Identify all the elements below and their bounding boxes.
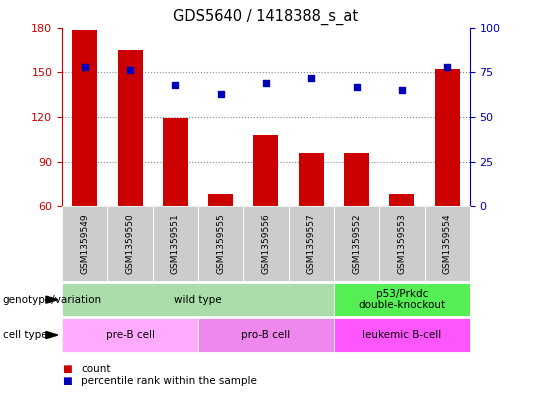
Point bbox=[443, 64, 451, 70]
Bar bbox=[344, 153, 369, 206]
Bar bbox=[163, 118, 188, 206]
Point bbox=[80, 64, 89, 70]
Text: p53/Prkdc
double-knockout: p53/Prkdc double-knockout bbox=[358, 289, 446, 310]
Bar bbox=[208, 195, 233, 206]
Bar bbox=[118, 50, 143, 206]
Text: genotype/variation: genotype/variation bbox=[3, 295, 102, 305]
Text: pre-B cell: pre-B cell bbox=[105, 330, 154, 340]
Text: percentile rank within the sample: percentile rank within the sample bbox=[81, 376, 257, 386]
Point bbox=[171, 82, 180, 88]
Text: GSM1359553: GSM1359553 bbox=[397, 213, 406, 274]
Title: GDS5640 / 1418388_s_at: GDS5640 / 1418388_s_at bbox=[173, 9, 359, 25]
Point bbox=[352, 83, 361, 90]
Bar bbox=[253, 135, 279, 206]
Text: GSM1359554: GSM1359554 bbox=[443, 213, 451, 274]
Text: leukemic B-cell: leukemic B-cell bbox=[362, 330, 442, 340]
Text: GSM1359555: GSM1359555 bbox=[216, 213, 225, 274]
Bar bbox=[72, 31, 97, 206]
Text: count: count bbox=[81, 364, 111, 375]
Text: ■: ■ bbox=[62, 376, 72, 386]
Text: GSM1359551: GSM1359551 bbox=[171, 213, 180, 274]
Text: wild type: wild type bbox=[174, 295, 222, 305]
Text: pro-B cell: pro-B cell bbox=[241, 330, 291, 340]
Bar bbox=[389, 195, 414, 206]
Point bbox=[126, 67, 134, 73]
Text: GSM1359557: GSM1359557 bbox=[307, 213, 316, 274]
Text: cell type: cell type bbox=[3, 330, 48, 340]
Point bbox=[261, 80, 270, 86]
Point bbox=[307, 74, 315, 81]
Text: ■: ■ bbox=[62, 364, 72, 375]
Point bbox=[217, 90, 225, 97]
Bar bbox=[435, 69, 460, 206]
Bar bbox=[299, 153, 323, 206]
Text: GSM1359550: GSM1359550 bbox=[126, 213, 134, 274]
Point bbox=[397, 87, 406, 93]
Text: GSM1359556: GSM1359556 bbox=[261, 213, 271, 274]
Text: GSM1359552: GSM1359552 bbox=[352, 213, 361, 274]
Text: GSM1359549: GSM1359549 bbox=[80, 213, 89, 274]
